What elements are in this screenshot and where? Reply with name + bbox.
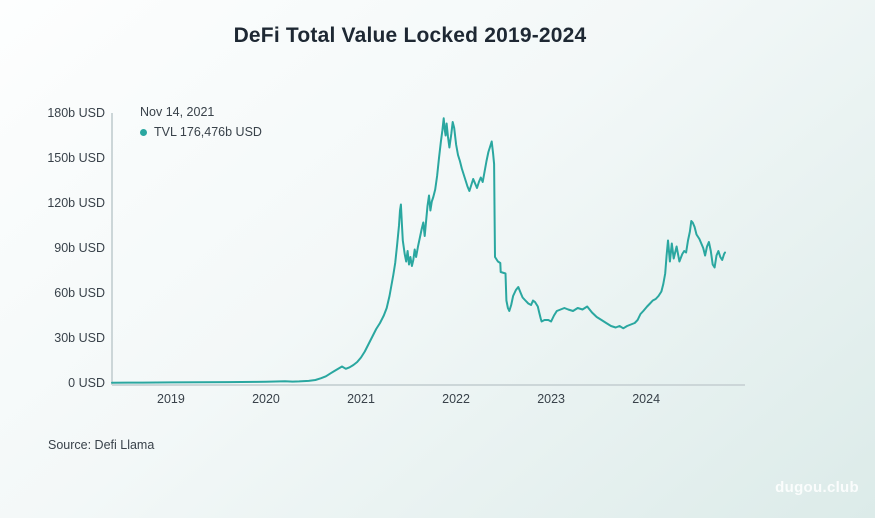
x-tick-label: 2022 [442,392,470,406]
y-tick-label: 0 USD [68,376,105,390]
y-tick-label: 120b USD [47,196,105,210]
legend-dot-icon [140,129,147,136]
chart-title: DeFi Total Value Locked 2019-2024 [233,24,587,47]
y-tick-label: 150b USD [47,151,105,165]
axis-lines [111,113,745,386]
y-tick-label: 180b USD [47,106,105,120]
source-note: Source: Defi Llama [48,438,155,452]
y-tick-label: 60b USD [54,286,105,300]
y-tick-label: 30b USD [54,331,105,345]
y-tick-label: 90b USD [54,241,105,255]
x-tick-label: 2020 [252,392,280,406]
tooltip-date: Nov 14, 2021 [140,105,215,119]
tooltip-series-row: TVL 176,476b USD [140,124,262,141]
tooltip-series-value: TVL 176,476b USD [154,125,262,139]
tooltip: Nov 14, 2021 TVL 176,476b USD [140,104,262,141]
x-tick-label: 2023 [537,392,565,406]
x-tick-label: 2021 [347,392,375,406]
watermark: dugou.club [775,479,859,496]
tvl-line [111,117,726,384]
x-tick-label: 2024 [632,392,661,406]
x-tick-label: 2019 [157,392,185,406]
